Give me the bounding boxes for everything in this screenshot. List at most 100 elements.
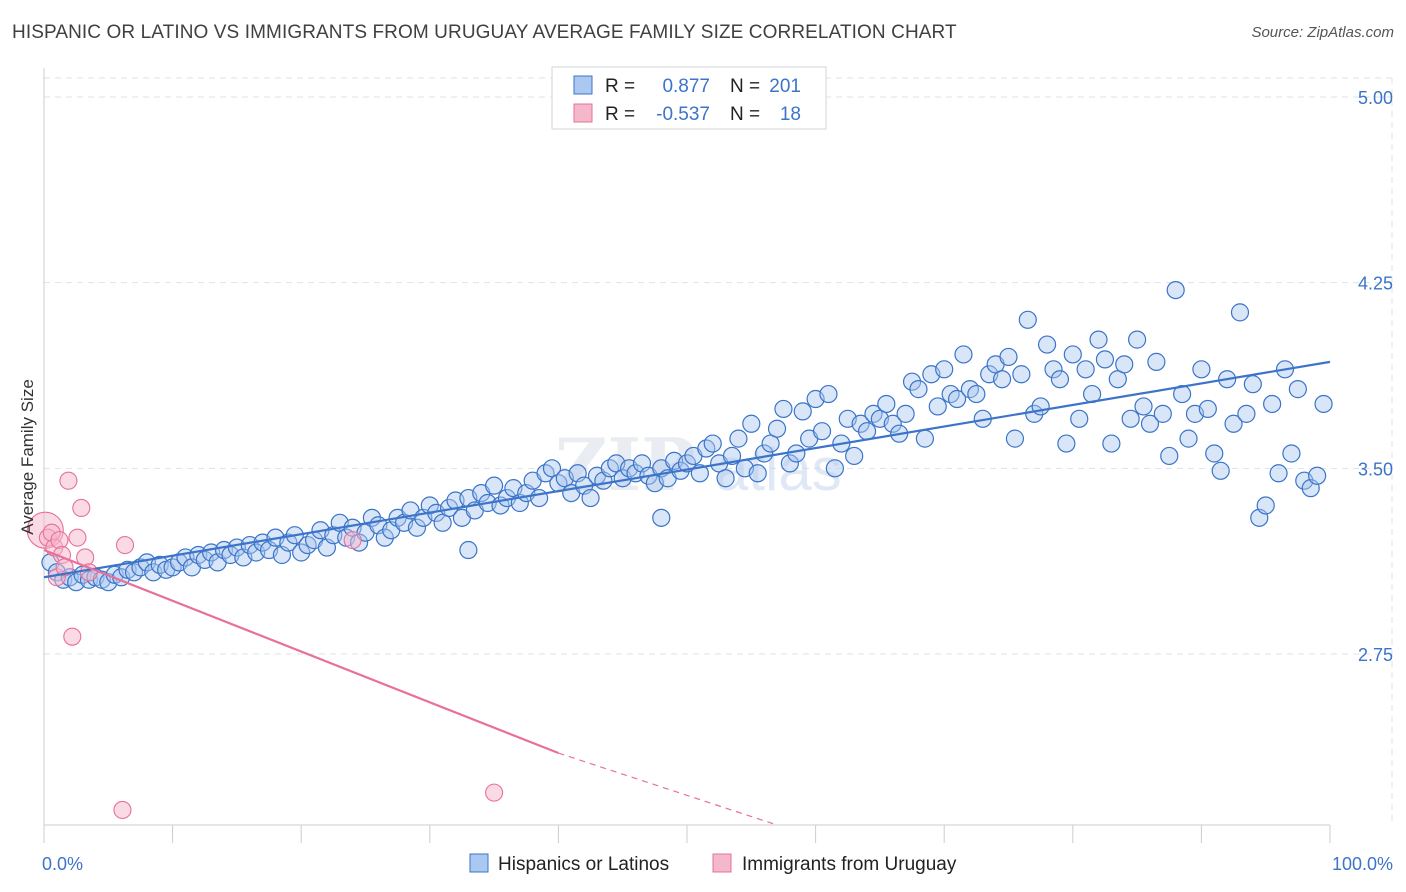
point-hispanics-165 — [1102, 434, 1121, 453]
legend-r-label-1: R = — [605, 76, 635, 97]
point-uruguay-14 — [115, 536, 135, 555]
point-hispanics-174 — [1160, 446, 1179, 466]
point-hispanics-167 — [1115, 355, 1134, 374]
point-hispanics-105 — [716, 469, 735, 488]
point-uruguay-11 — [72, 498, 91, 517]
point-hispanics-184 — [1224, 414, 1243, 433]
y-axis-title: Average Family Size — [18, 379, 37, 535]
point-hispanics-57 — [407, 518, 427, 537]
y-tick-label-0: 2.75 — [1358, 645, 1393, 665]
point-hispanics-194 — [1288, 380, 1307, 399]
point-hispanics-116 — [787, 444, 806, 463]
x-tick-label-0: 0.0% — [42, 854, 83, 874]
bottom-legend-swatch-pink — [712, 853, 732, 873]
point-hispanics-109 — [742, 414, 761, 433]
point-hispanics-135 — [909, 380, 928, 399]
y-tick-label-1: 3.50 — [1358, 459, 1393, 479]
point-hispanics-103 — [703, 434, 722, 453]
point-uruguay-10 — [68, 528, 87, 547]
point-uruguay-16 — [343, 531, 362, 550]
legend-n-value-2: 18 — [780, 104, 801, 125]
y-tick-labels: 2.75 3.50 4.25 5.00 — [1358, 88, 1393, 665]
point-hispanics-144 — [967, 384, 986, 404]
point-hispanics-133 — [896, 404, 915, 423]
grid-lines — [44, 77, 1393, 825]
point-hispanics-52 — [375, 528, 394, 547]
y-tick-label-2: 4.25 — [1358, 274, 1393, 294]
x-tick-label-1: 100.0% — [1332, 854, 1393, 874]
point-hispanics-39 — [292, 543, 311, 562]
point-hispanics-37 — [279, 533, 298, 552]
point-hispanics-172 — [1147, 352, 1166, 371]
point-hispanics-126 — [851, 414, 870, 433]
point-hispanics-138 — [928, 397, 947, 416]
point-hispanics-131 — [883, 414, 902, 433]
point-hispanics-99 — [677, 454, 697, 473]
point-hispanics-168 — [1121, 409, 1140, 428]
axes — [43, 68, 1331, 843]
point-hispanics-187 — [1243, 375, 1262, 394]
point-hispanics-161 — [1076, 360, 1095, 379]
point-hispanics-130 — [877, 394, 896, 414]
point-hispanics-199 — [652, 508, 671, 527]
point-uruguay-8 — [59, 471, 78, 490]
y-tick-label-3: 5.00 — [1358, 88, 1393, 108]
legend-n-label-2: N = — [730, 104, 760, 125]
point-hispanics-142 — [954, 345, 973, 364]
point-hispanics-84 — [581, 488, 600, 508]
legend-n-label-1: N = — [730, 76, 760, 97]
point-hispanics-186 — [1237, 404, 1256, 423]
point-hispanics-181 — [1205, 444, 1224, 463]
point-hispanics-151 — [1012, 365, 1031, 384]
legend-r-value-1: 0.877 — [662, 76, 710, 97]
point-hispanics-197 — [1308, 466, 1327, 485]
point-hispanics-180 — [1198, 399, 1217, 419]
point-hispanics-163 — [1089, 330, 1108, 349]
trend-line-uruguay-extension — [558, 752, 778, 826]
bottom-legend-label-uruguay: Immigrants from Uruguay — [742, 854, 957, 875]
series-uruguay-points — [26, 471, 504, 820]
point-uruguay-5 — [50, 531, 69, 550]
point-hispanics-156 — [1044, 360, 1063, 379]
point-hispanics-69 — [485, 476, 504, 495]
point-hispanics-179 — [1192, 360, 1211, 379]
legend-r-label-2: R = — [605, 104, 635, 125]
point-hispanics-117 — [793, 402, 812, 421]
legend-r-value-2: -0.537 — [656, 104, 710, 125]
point-hispanics-122 — [825, 459, 844, 478]
source-credit: Source: ZipAtlas.com — [1251, 24, 1394, 41]
point-hispanics-159 — [1063, 345, 1082, 364]
bottom-legend-swatch-blue — [469, 853, 489, 873]
legend-swatch-pink — [573, 103, 593, 123]
point-hispanics-170 — [1134, 397, 1153, 416]
point-hispanics-150 — [1005, 429, 1025, 448]
point-hispanics-106 — [722, 446, 742, 466]
point-hispanics-158 — [1057, 434, 1076, 453]
point-hispanics-164 — [1095, 350, 1115, 369]
bottom-legend-label-hispanics: Hispanics or Latinos — [498, 854, 669, 875]
series-hispanics-points — [41, 280, 1333, 592]
point-hispanics-59 — [420, 496, 439, 515]
point-hispanics-134 — [902, 372, 922, 391]
legend-swatch-blue — [573, 75, 593, 95]
point-hispanics-155 — [1037, 335, 1057, 354]
point-hispanics-173 — [1153, 404, 1172, 423]
point-uruguay-15 — [113, 800, 132, 820]
correlation-legend: R = 0.877 N = 201 R = -0.537 N = 18 — [551, 66, 827, 130]
point-hispanics-198 — [1314, 394, 1333, 414]
point-hispanics-110 — [748, 464, 767, 483]
point-hispanics-141 — [947, 389, 967, 409]
x-tick-labels: 0.0% 100.0% — [42, 854, 1393, 874]
point-hispanics-107 — [729, 429, 748, 448]
trend-line-hispanics — [43, 360, 1331, 579]
legend-box — [551, 66, 827, 130]
point-hispanics-120 — [812, 422, 832, 441]
point-hispanics-175 — [1166, 280, 1185, 300]
point-hispanics-152 — [1018, 310, 1037, 329]
point-hispanics-200 — [459, 540, 478, 560]
point-hispanics-169 — [1127, 330, 1147, 349]
point-hispanics-136 — [915, 429, 935, 448]
point-hispanics-149 — [999, 347, 1018, 367]
point-hispanics-191 — [1269, 464, 1288, 483]
